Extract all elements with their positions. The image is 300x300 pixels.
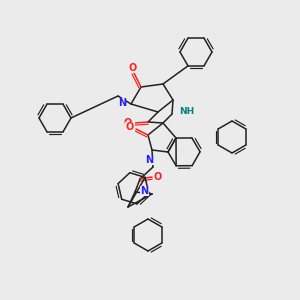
Text: O: O [126,122,134,132]
Text: O: O [124,118,132,128]
Text: O: O [154,172,162,182]
Text: NH: NH [179,107,194,116]
Text: N: N [140,186,148,196]
Text: N: N [145,155,153,165]
Text: N: N [118,98,126,108]
Text: O: O [129,63,137,73]
